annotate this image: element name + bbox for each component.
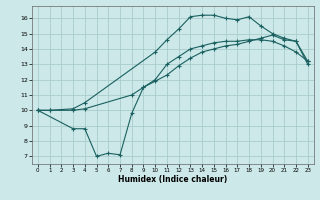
X-axis label: Humidex (Indice chaleur): Humidex (Indice chaleur) — [118, 175, 228, 184]
